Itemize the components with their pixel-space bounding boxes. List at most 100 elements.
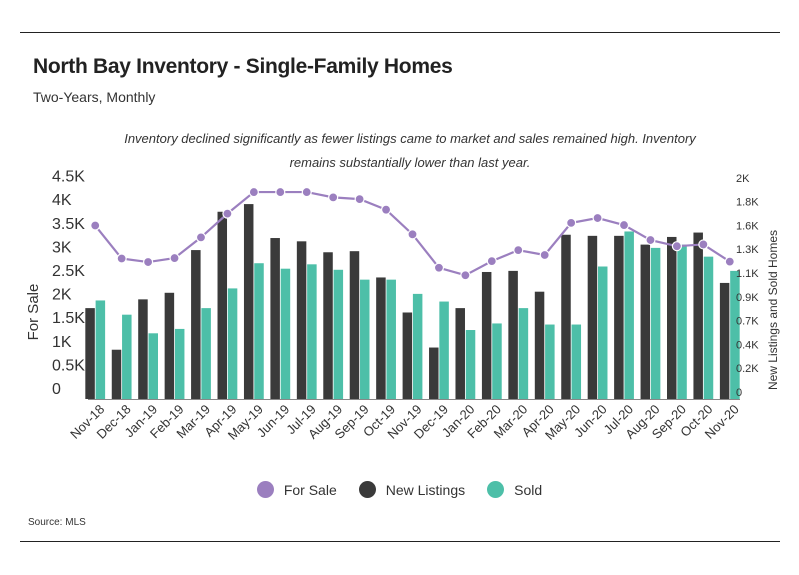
legend-label-new-listings: New Listings [385,481,466,498]
for-sale-point [460,270,471,281]
for-sale-point [433,262,445,273]
for-sale-point [328,192,339,203]
y-right-tick-label: 0.9K [736,292,759,304]
bar-sold [307,264,317,399]
for-sale-point [354,194,365,205]
for-sale-point [143,256,154,268]
bar-sold [254,263,264,399]
legend-item-for-sale[interactable]: For Sale [256,481,337,498]
y-left-tick-label: 2.5K [52,263,85,280]
y-left-tick-label: 3.5K [52,216,85,233]
for-sale-point [222,208,233,219]
bar-sold [730,270,740,399]
y-left-tick-label: 4.5K [52,169,85,186]
bar-new-listings [243,204,254,399]
bar-new-listings [693,232,703,399]
bar-new-listings [640,244,651,399]
for-sale-point [671,241,683,252]
for-sale-point [195,232,207,243]
for-sale-point [301,186,312,198]
y-right-tick-label: 0.2K [736,363,759,375]
bar-new-listings [323,252,333,399]
y-left-tick-label: 3K [52,239,72,256]
for-sale-point [275,186,286,198]
for-sale-point [698,239,709,250]
y-right-tick-label: 0 [736,387,742,399]
legend-item-new-listings[interactable]: New Listings [358,481,466,498]
bar-sold [122,314,132,399]
bar-new-listings [561,234,571,399]
bar-new-listings [111,349,122,399]
bar-sold [333,269,344,399]
bar-sold [597,266,608,399]
bar-new-listings [429,347,439,399]
y-right-tick-label: 2K [736,173,750,185]
y-right-tick-label: 0.7K [736,316,759,328]
bar-sold [677,244,687,399]
for-sale-point [618,219,630,231]
bar-new-listings [534,291,545,399]
bar-new-listings [455,308,465,399]
legend-label-for-sale: For Sale [283,481,337,498]
bar-new-listings [270,238,280,399]
y-left-tick-label: 0.5K [52,357,85,374]
y-right-tick-label: 1.6K [736,220,759,232]
for-sale-point [592,212,603,224]
y-right-tick-label: 0.4K [736,339,759,351]
y-left-tick-label: 4K [52,192,72,209]
y-left-tick-label: 2K [52,287,72,304]
bar-new-listings [719,282,730,399]
bar-sold [280,268,291,399]
bar-new-listings [402,312,413,399]
top-rule [20,32,780,33]
bar-sold [201,308,211,399]
for-sale-point [539,249,550,261]
legend-swatch-new-listings [358,481,376,498]
bar-new-listings [138,299,148,399]
bar-sold [518,308,529,399]
bar-sold [148,333,158,399]
bar-new-listings [587,235,598,399]
bar-sold [227,288,238,399]
bar-sold [650,247,661,399]
y-left-tick-label: 1K [52,334,72,351]
for-sale-point [724,256,735,267]
y-left-axis-title: For Sale [25,284,42,341]
bar-new-listings [191,250,201,399]
source-note: Source: MLS [28,517,86,528]
bars-layer [85,204,740,399]
bar-new-listings [667,236,677,399]
for-sale-point [380,204,392,215]
for-sale-point [90,220,101,231]
y-right-axis-title: New Listings and Sold Homes [766,230,780,390]
bar-new-listings [376,277,386,399]
chart-legend: For Sale New Listings Sold [0,481,799,498]
legend-label-sold: Sold [514,481,543,498]
bar-new-listings [481,271,492,399]
bar-sold [703,256,714,399]
y-left-tick-label: 1.5K [52,310,85,327]
bar-new-listings [508,270,518,399]
legend-item-sold[interactable]: Sold [487,481,542,498]
bar-sold [95,300,106,399]
chart-title: North Bay Inventory - Single-Family Home… [33,55,453,78]
bar-sold [571,324,582,399]
for-sale-point [645,234,656,246]
y-right-tick-label: 1.8K [736,197,759,209]
bar-new-listings [349,251,360,399]
bar-sold [360,279,370,399]
for-sale-line-layer [90,186,735,281]
for-sale-point [116,253,127,264]
for-sale-point [169,252,180,264]
chart-annotation: Inventory declined significantly as fewe… [124,131,696,170]
bar-sold [545,324,555,399]
legend-swatch-sold [487,481,505,498]
y-right-tick-label: 1.3K [736,244,759,256]
y-left-tick-label: 0 [52,381,61,398]
bar-sold [439,301,449,399]
for-sale-point [248,186,259,198]
bar-new-listings [164,292,175,399]
bar-sold [412,293,423,399]
for-sale-point [486,256,497,267]
